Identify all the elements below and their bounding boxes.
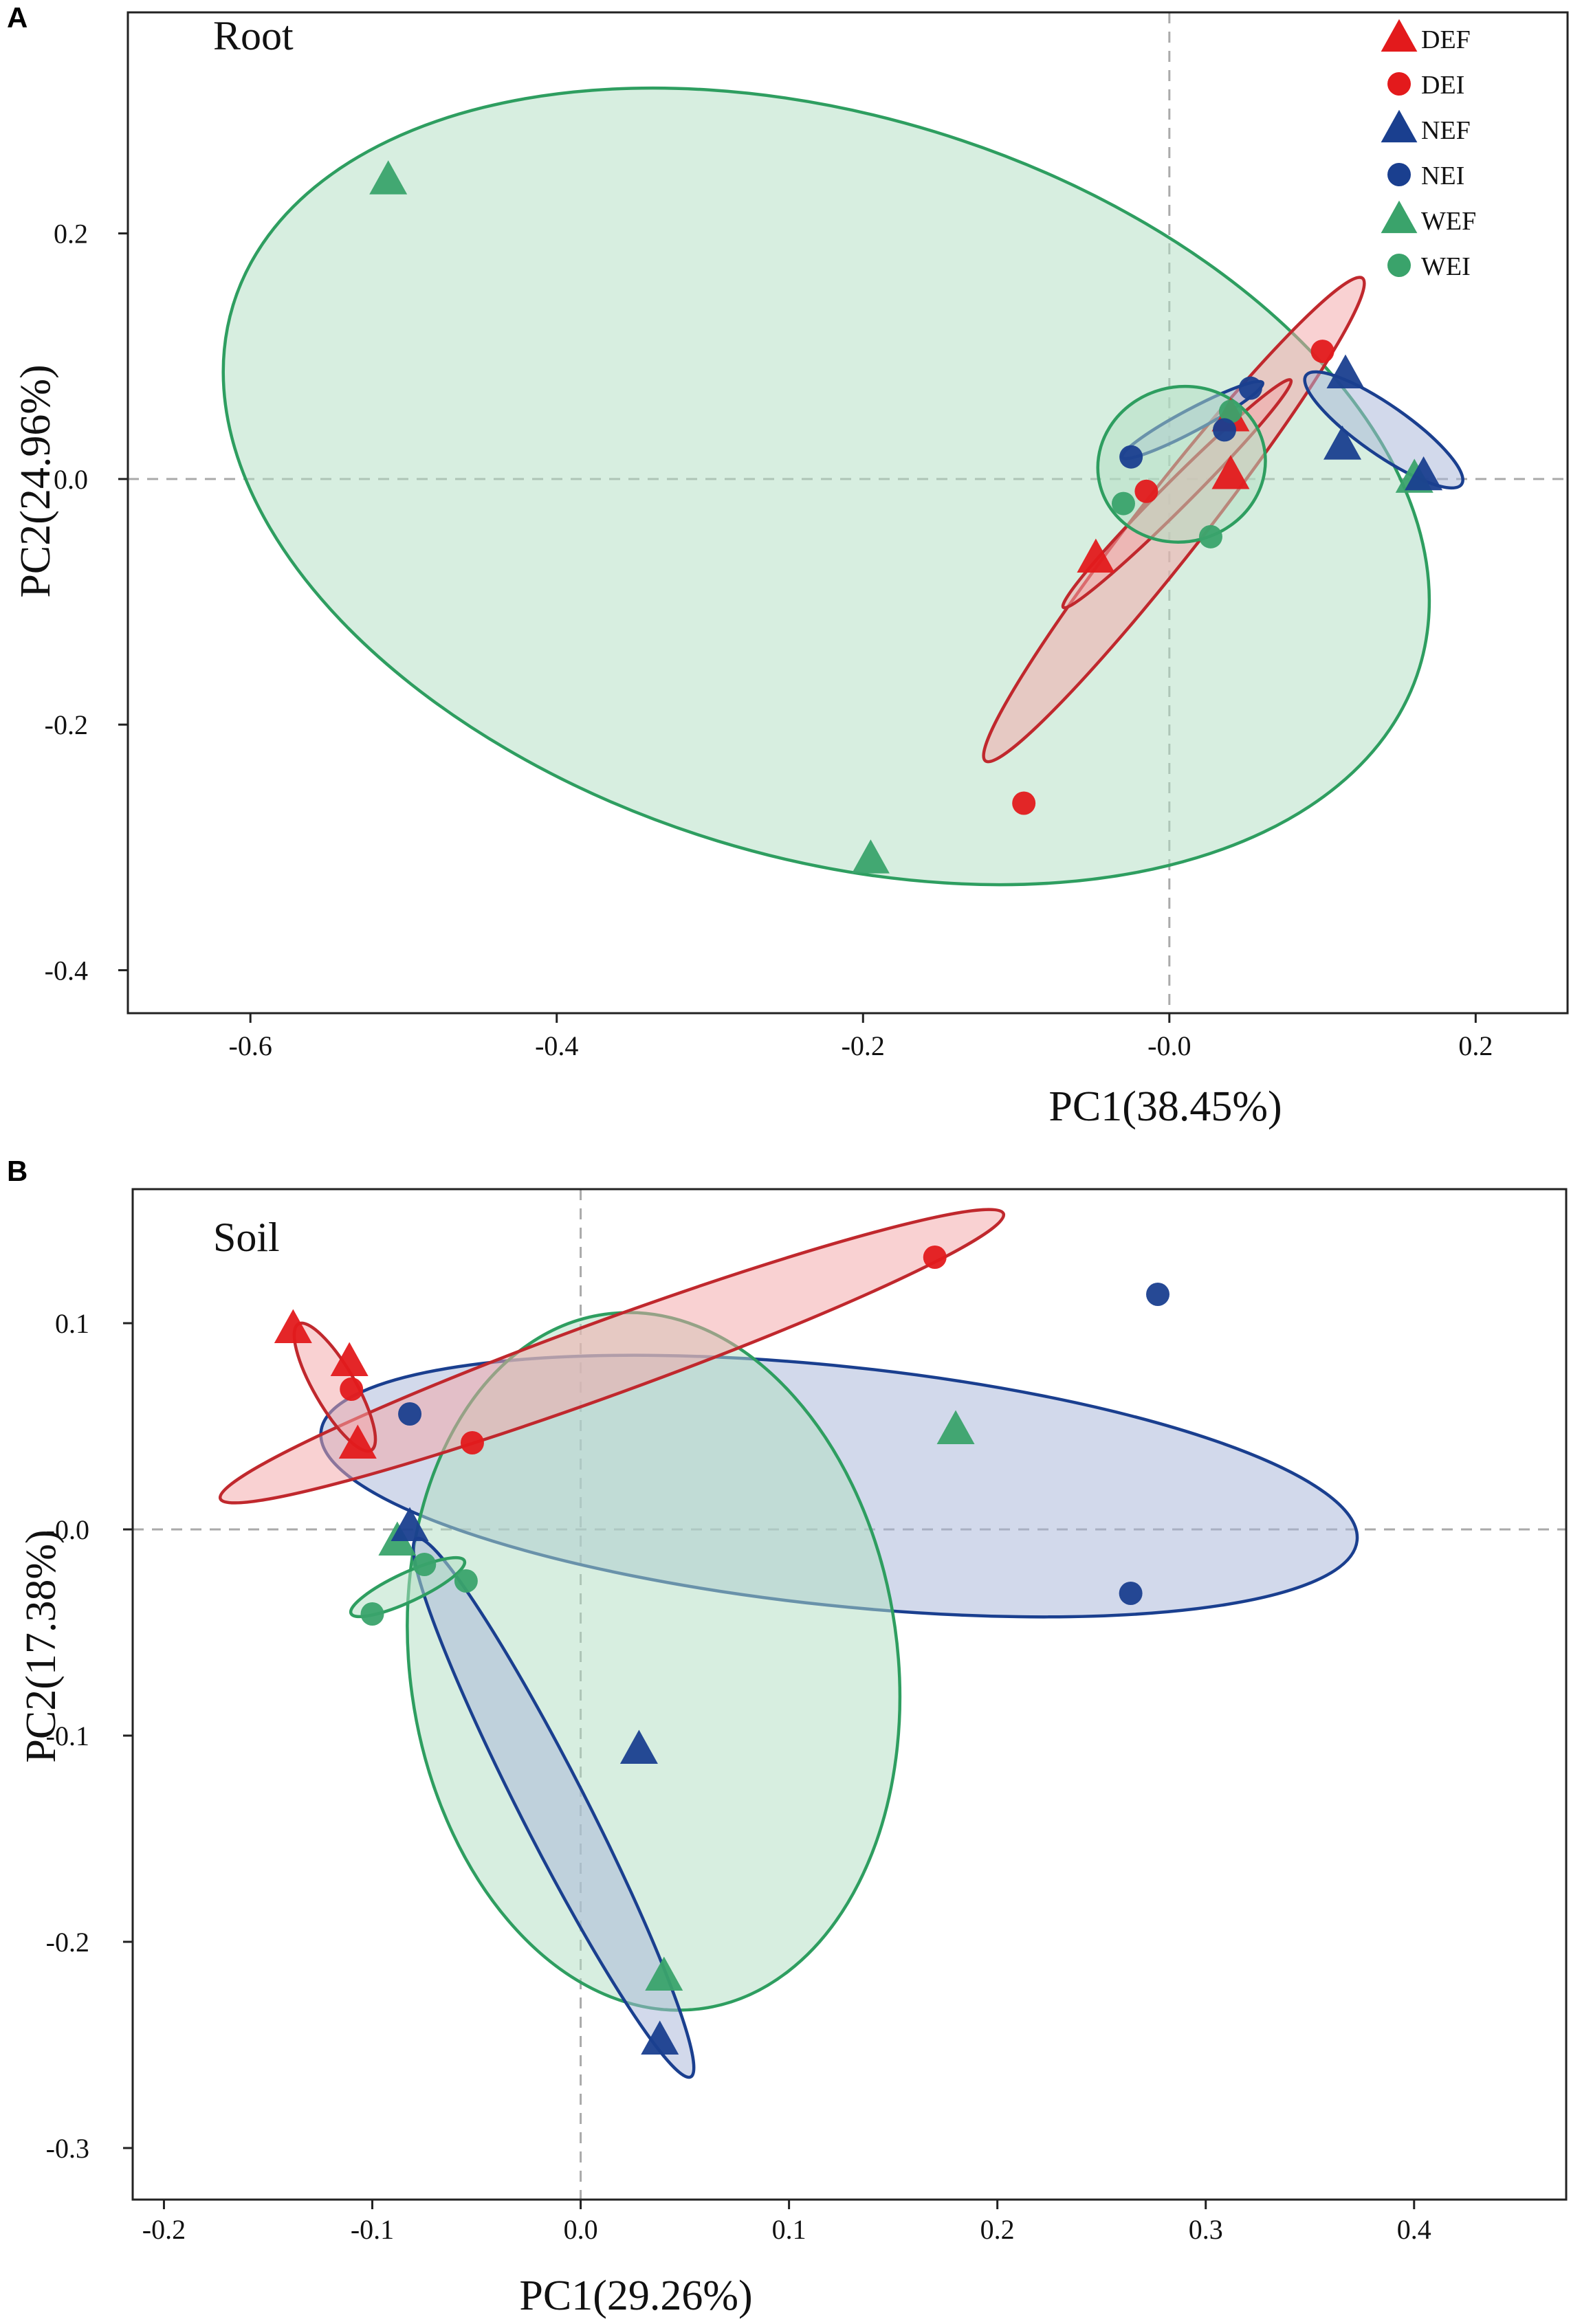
y-tick-label: -0.1 <box>46 1720 89 1751</box>
legend-marker-nef <box>1381 109 1418 143</box>
point-nei <box>1119 445 1143 469</box>
legend-marker-wef <box>1381 200 1418 234</box>
legend-label: WEF <box>1421 207 1476 236</box>
x-tick-label: 0.0 <box>564 2214 598 2245</box>
point-dei <box>460 1431 484 1454</box>
point-nef <box>1326 354 1365 388</box>
point-wef <box>936 1410 975 1444</box>
legend-marker-def <box>1381 19 1418 52</box>
point-wei <box>1218 399 1242 423</box>
legend-marker-nei <box>1387 163 1411 186</box>
legend-item-nef: NEF <box>1381 109 1471 145</box>
point-nei <box>398 1402 422 1426</box>
x-axis-title: PC1(38.45%) <box>1048 1083 1282 1130</box>
x-axis-title: PC1(29.26%) <box>519 2272 752 2319</box>
y-tick-label: -0.2 <box>46 1927 89 1958</box>
x-tick-label: -0.2 <box>842 1030 885 1061</box>
point-nef <box>1323 425 1362 460</box>
legend-item-dei: DEI <box>1387 71 1464 100</box>
y-axis-title: PC2(17.38%) <box>18 1529 65 1762</box>
x-tick-label: 0.1 <box>772 2214 806 2245</box>
x-tick-label: 0.2 <box>1458 1030 1493 1061</box>
legend-label: NEF <box>1421 116 1471 145</box>
point-wei <box>1198 524 1222 549</box>
point-wei <box>1111 491 1135 516</box>
ellipse-wei <box>349 1556 467 1619</box>
point-def <box>1077 538 1115 573</box>
chart-panel-b: B -0.2 -0.1 0.0 0.1 0.2 0.3 0.4 -0.3 -0.2 -0.1 -0.0… <box>7 1155 1568 2319</box>
panel-letter: B <box>7 1155 28 1187</box>
point-wei <box>360 1602 384 1626</box>
legend-item-def: DEF <box>1381 19 1471 54</box>
x-tick-label: 0.4 <box>1397 2214 1431 2245</box>
legend-item-wei: WEI <box>1387 252 1471 281</box>
point-dei <box>340 1377 364 1401</box>
y-tick-label: -0.0 <box>46 1514 89 1545</box>
y-axis-title: PC2(24.96%) <box>12 364 59 597</box>
x-tick-label: 0.2 <box>980 2214 1015 2245</box>
plot-area <box>128 12 1568 1013</box>
legend-label: WEI <box>1421 252 1471 281</box>
plot-frame <box>127 11 1569 1015</box>
point-def <box>1211 455 1250 489</box>
x-tick-label: -0.1 <box>351 2214 394 2245</box>
y-tick-label: 0.2 <box>54 219 88 250</box>
legend-marker-wei <box>1387 254 1411 277</box>
point-dei <box>1310 340 1334 364</box>
ellipse-wef <box>221 86 1431 887</box>
point-wef <box>851 839 890 874</box>
legend-label: NEI <box>1421 162 1464 190</box>
point-dei <box>923 1246 947 1269</box>
plot-title: Root <box>213 13 294 58</box>
plot-frame <box>131 1188 1568 2201</box>
panel-letter: A <box>7 1 28 34</box>
y-tick-label: 0.0 <box>54 464 88 495</box>
point-dei <box>1012 791 1036 815</box>
plot-area <box>133 1189 1566 2200</box>
point-nei <box>1146 1283 1170 1306</box>
x-tick-label: -0.0 <box>1147 1030 1191 1061</box>
point-wei <box>413 1553 437 1576</box>
legend: DEF DEI NEF NEI WEF WEI <box>1381 19 1476 281</box>
x-tick-label: -0.2 <box>142 2214 186 2245</box>
legend-label: DEI <box>1421 71 1464 100</box>
x-tick-label: -0.6 <box>229 1030 272 1061</box>
legend-item-wef: WEF <box>1381 200 1476 236</box>
y-tick-label: -0.4 <box>45 955 88 986</box>
point-dei <box>1134 479 1158 503</box>
point-nef <box>641 2020 679 2055</box>
x-tick-label: 0.3 <box>1189 2214 1223 2245</box>
y-tick-label: 0.1 <box>55 1308 89 1339</box>
y-tick-label: -0.3 <box>46 2133 89 2164</box>
chart-panel-a: A -0.6 -0.4 -0.2 -0.0 0.2 -0.4 -0.2 0.0 0.2 Root PC… <box>7 1 1569 1130</box>
legend-marker-dei <box>1387 72 1411 96</box>
y-tick-label: -0.2 <box>45 709 88 740</box>
point-def <box>338 1424 377 1459</box>
point-nei <box>1213 418 1237 442</box>
ellipse-dei <box>218 1208 1006 1505</box>
x-tick-label: -0.4 <box>535 1030 578 1061</box>
point-nei <box>1238 376 1262 400</box>
point-nef <box>1405 456 1443 491</box>
point-nei <box>1119 1582 1143 1605</box>
point-def <box>330 1342 369 1376</box>
point-wef <box>645 1956 683 1991</box>
point-nef <box>391 1507 429 1541</box>
plot-title: Soil <box>213 1215 280 1260</box>
point-def <box>274 1309 312 1343</box>
point-wef <box>369 160 408 195</box>
legend-label: DEF <box>1421 25 1471 54</box>
point-wei <box>454 1569 478 1593</box>
point-nef <box>619 1729 658 1764</box>
legend-item-nei: NEI <box>1387 162 1464 190</box>
